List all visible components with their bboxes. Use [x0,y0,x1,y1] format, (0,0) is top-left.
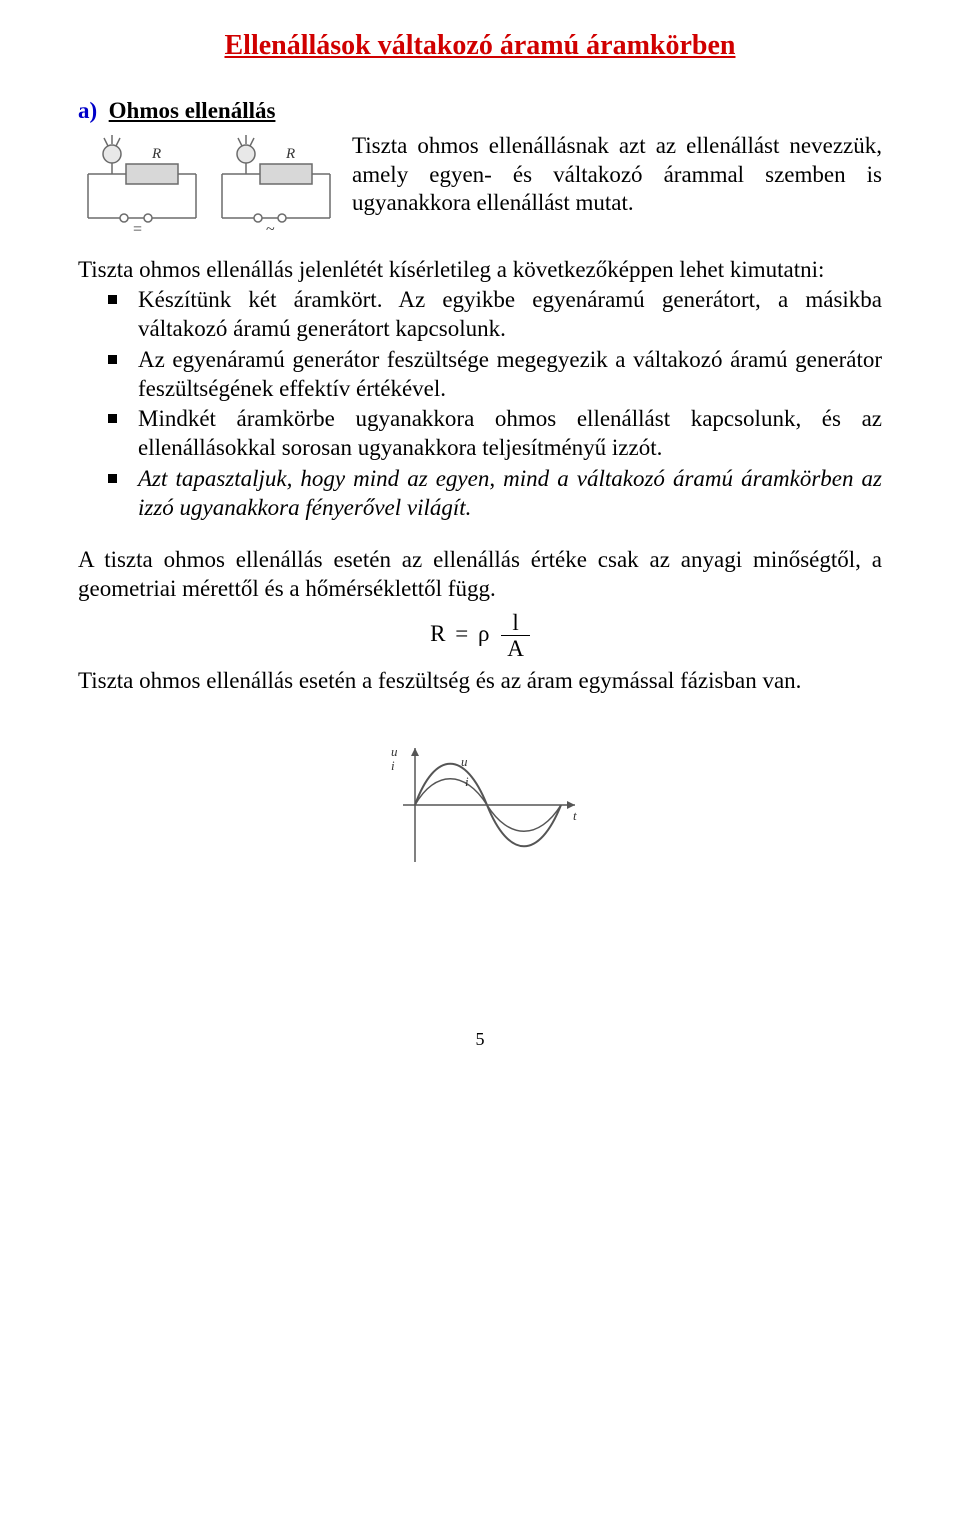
curve-label-u: u [461,754,468,769]
phase-statement: Tiszta ohmos ellenállás esetén a feszült… [78,667,882,696]
bullet-item: Azt tapasztaljuk, hogy mind az egyen, mi… [138,465,882,523]
x-axis-label: t [573,808,577,823]
sine-diagram: u i u i t [78,730,882,888]
resistor-label-right: R [285,146,295,162]
resistor-label-left: R [151,146,161,162]
page-number: 5 [78,1028,882,1051]
formula-eq: = [455,621,468,646]
formula-lhs: R [430,621,445,646]
bullet-item: Készítünk két áramkört. Az egyikbe egyen… [138,286,882,344]
y-axis-label-i: i [391,758,395,773]
formula-rho: ρ [478,621,489,646]
material-paragraph: A tiszta ohmos ellenállás esetén az elle… [78,546,882,604]
bullet-item: Mindkét áramkörbe ugyanakkora ohmos elle… [138,405,882,463]
section-prefix: a) [78,98,97,123]
ac-symbol: ~ [266,221,275,238]
section-heading: a) Ohmos ellenállás [78,97,882,126]
circuit-diagram: R = [78,132,338,252]
formula-numerator: l [501,610,530,636]
dc-symbol: = [133,221,142,238]
bullet-item: Az egyenáramú generátor feszültsége mege… [138,346,882,404]
curve-label-i: i [465,774,469,789]
experiment-bullet-list: Készítünk két áramkört. Az egyikbe egyen… [78,286,882,522]
section-label: Ohmos ellenállás [109,98,276,123]
page-title: Ellenállások váltakozó áramú áramkörben [78,28,882,63]
resistance-formula: R = ρ l A [78,610,882,662]
intro-paragraph: Tiszta ohmos ellenállásnak azt az ellená… [352,132,882,252]
y-axis-label-u: u [391,744,398,759]
experiment-intro: Tiszta ohmos ellenállás jelenlétét kísér… [78,256,882,285]
formula-denominator: A [501,636,530,661]
